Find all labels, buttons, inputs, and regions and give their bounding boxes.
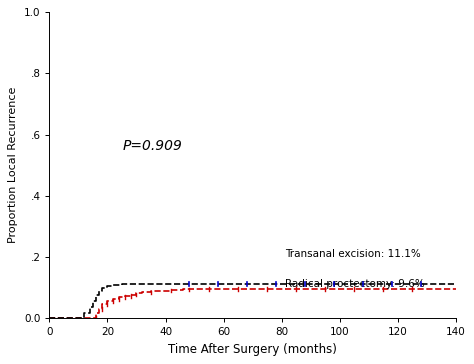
Text: Radical proctectomy: 9.6%: Radical proctectomy: 9.6% bbox=[285, 280, 425, 289]
Y-axis label: Proportion Local Recurrence: Proportion Local Recurrence bbox=[9, 87, 18, 244]
Text: Transanal excision: 11.1%: Transanal excision: 11.1% bbox=[285, 249, 421, 259]
Text: P=0.909: P=0.909 bbox=[123, 139, 182, 153]
X-axis label: Time After Surgery (months): Time After Surgery (months) bbox=[168, 343, 337, 356]
